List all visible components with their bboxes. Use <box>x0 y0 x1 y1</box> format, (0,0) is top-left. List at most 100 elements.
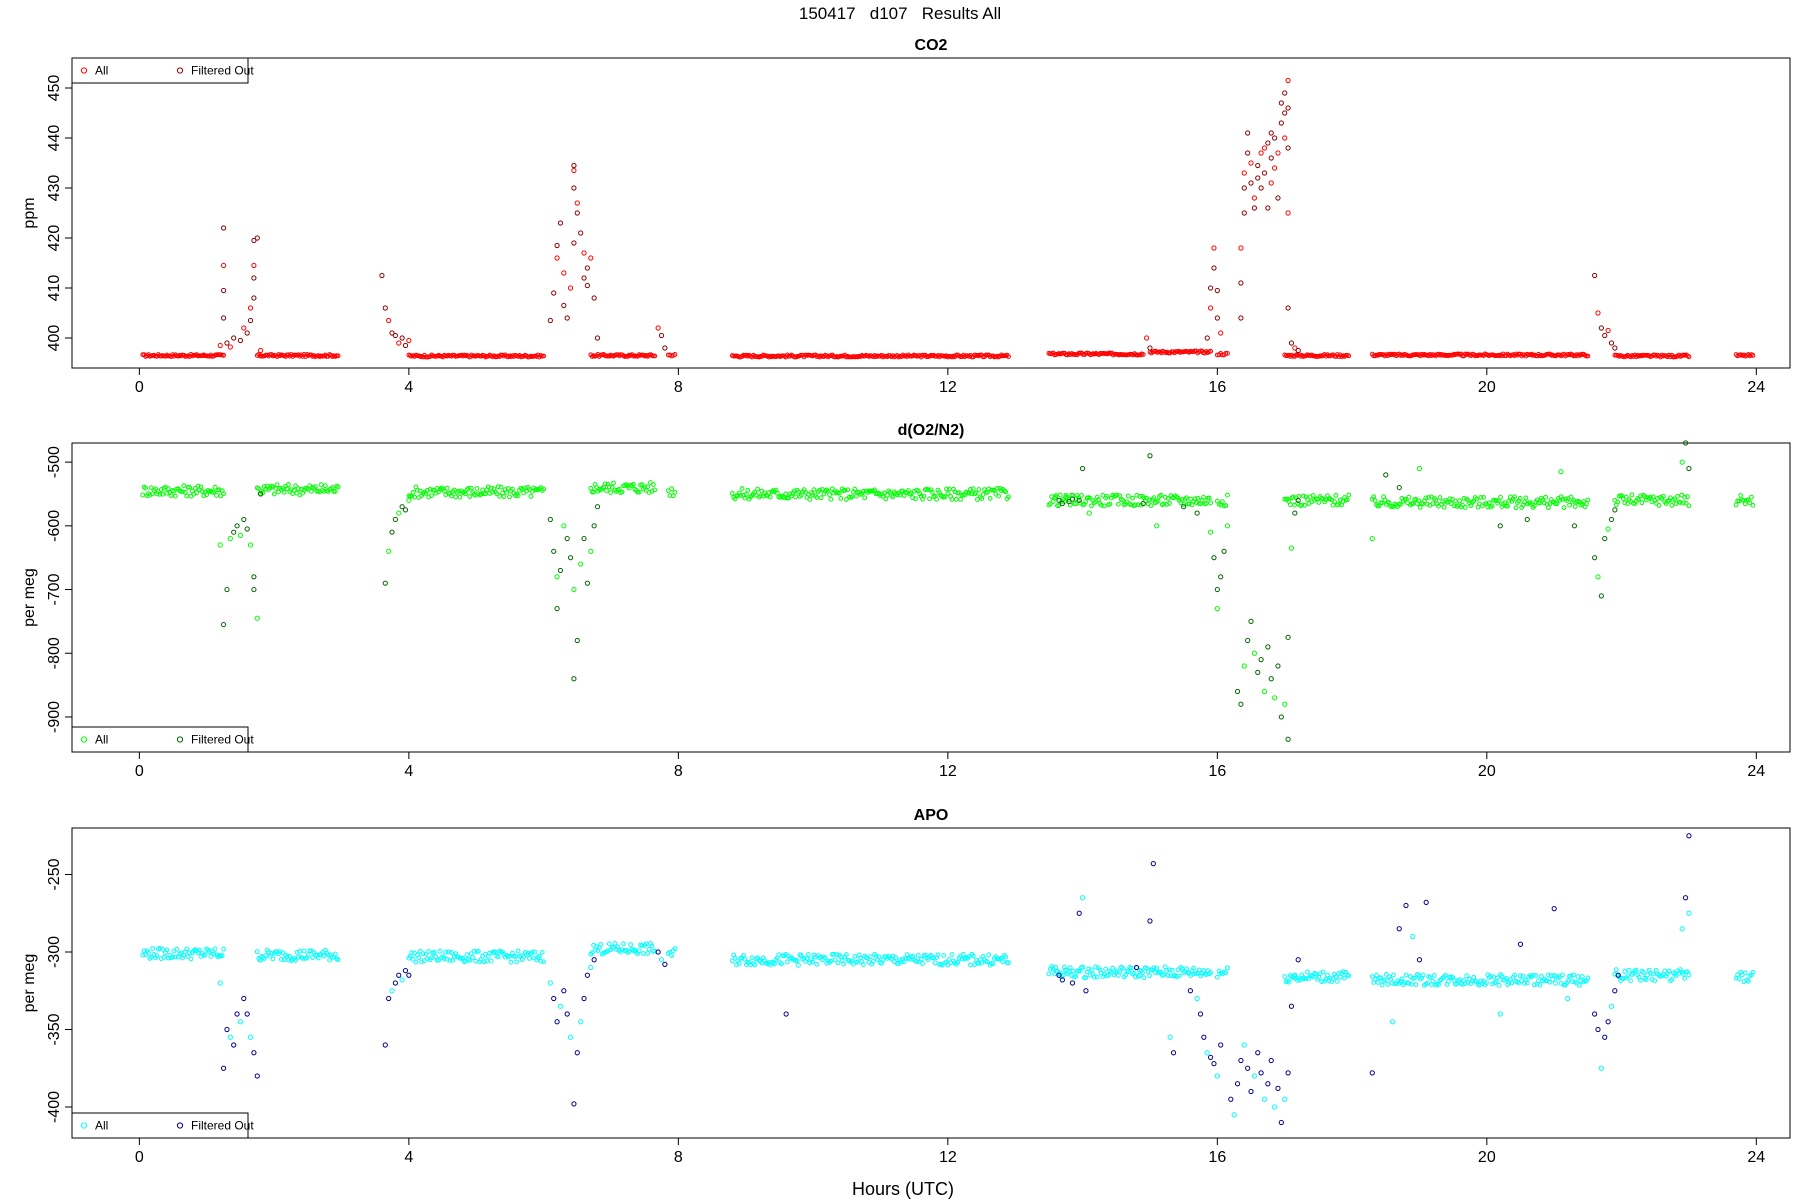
x-tick-label: 20 <box>1478 379 1496 396</box>
data-point <box>1070 968 1076 974</box>
data-point <box>835 960 841 966</box>
data-point <box>1206 495 1212 501</box>
data-point <box>1612 507 1618 513</box>
data-point <box>584 265 591 271</box>
data-point <box>1140 500 1146 507</box>
data-point <box>561 270 567 276</box>
data-point <box>1598 1065 1604 1071</box>
data-point <box>1137 972 1143 978</box>
data-point <box>1680 500 1686 506</box>
data-point <box>845 487 851 493</box>
data-point <box>466 486 471 491</box>
data-point <box>979 960 985 966</box>
data-point <box>1000 959 1006 965</box>
data-point <box>804 956 810 962</box>
data-point <box>507 494 512 500</box>
data-point <box>636 489 642 495</box>
legend-marker <box>80 67 88 74</box>
data-point <box>1592 272 1598 279</box>
data-point <box>1602 535 1608 542</box>
data-point <box>1238 280 1244 286</box>
data-point <box>1484 980 1489 986</box>
data-point <box>1208 969 1213 975</box>
y-tick-label: -900 <box>46 701 63 733</box>
data-point <box>897 492 903 498</box>
data-point <box>1622 968 1628 974</box>
data-point <box>1069 496 1076 502</box>
data-point <box>157 945 163 951</box>
data-point <box>645 484 651 490</box>
data-point <box>561 988 567 994</box>
data-point <box>541 353 547 359</box>
data-point <box>541 959 547 965</box>
data-point <box>1261 1096 1268 1102</box>
data-point <box>1223 350 1229 356</box>
data-point <box>1673 973 1679 979</box>
data-point <box>1174 974 1179 980</box>
data-point <box>1278 120 1284 126</box>
data-point <box>1462 504 1468 510</box>
data-point <box>271 491 277 497</box>
data-point <box>1194 510 1200 516</box>
data-point <box>1410 933 1416 940</box>
data-point <box>256 486 262 491</box>
data-point <box>581 535 587 542</box>
data-point <box>174 946 180 952</box>
data-point <box>811 487 817 493</box>
data-point <box>1615 499 1621 505</box>
data-point <box>984 959 990 965</box>
x-tick-label: 20 <box>1478 763 1496 780</box>
data-point <box>392 332 398 339</box>
data-point <box>507 953 512 959</box>
y-tick-label: -700 <box>46 573 63 605</box>
data-point <box>1265 1081 1271 1087</box>
data-point <box>739 486 745 491</box>
data-point <box>1629 492 1635 498</box>
data-point <box>1258 657 1264 663</box>
data-point <box>310 955 315 960</box>
data-point <box>934 496 940 502</box>
data-point <box>612 941 618 946</box>
data-point <box>1282 701 1288 707</box>
data-point <box>567 555 574 561</box>
chart-title: APO <box>914 807 949 824</box>
data-point <box>1255 1050 1261 1056</box>
data-point <box>1643 977 1649 983</box>
data-point <box>1091 974 1097 980</box>
data-point <box>1148 503 1154 508</box>
data-point <box>1319 979 1325 985</box>
data-point <box>1140 970 1145 976</box>
data-point <box>1245 130 1251 136</box>
data-point <box>212 484 218 490</box>
data-point <box>204 492 209 498</box>
data-point <box>392 980 398 986</box>
data-point <box>1248 1088 1254 1095</box>
data-point <box>199 488 205 494</box>
data-point <box>743 491 749 497</box>
data-point <box>1076 497 1082 503</box>
data-point <box>1426 495 1432 500</box>
data-point <box>1282 90 1288 96</box>
data-point <box>508 959 514 965</box>
data-point <box>1585 353 1591 359</box>
data-point <box>515 493 521 499</box>
data-point <box>1164 967 1170 973</box>
data-point <box>1207 1054 1214 1061</box>
data-point <box>639 482 645 488</box>
y-tick-label: -350 <box>46 1013 63 1045</box>
data-point <box>838 496 844 501</box>
data-point <box>1299 972 1305 978</box>
data-point <box>1003 489 1009 495</box>
data-point <box>449 950 454 955</box>
y-axis-label: per meg <box>21 568 38 627</box>
data-point <box>1188 973 1194 978</box>
data-point <box>389 988 395 994</box>
data-point <box>217 542 223 548</box>
data-point <box>396 510 402 516</box>
data-point <box>1225 965 1230 971</box>
data-point <box>406 497 412 503</box>
data-point <box>1430 978 1436 984</box>
data-point <box>504 489 510 495</box>
data-point <box>1251 195 1257 201</box>
data-point <box>392 516 398 523</box>
